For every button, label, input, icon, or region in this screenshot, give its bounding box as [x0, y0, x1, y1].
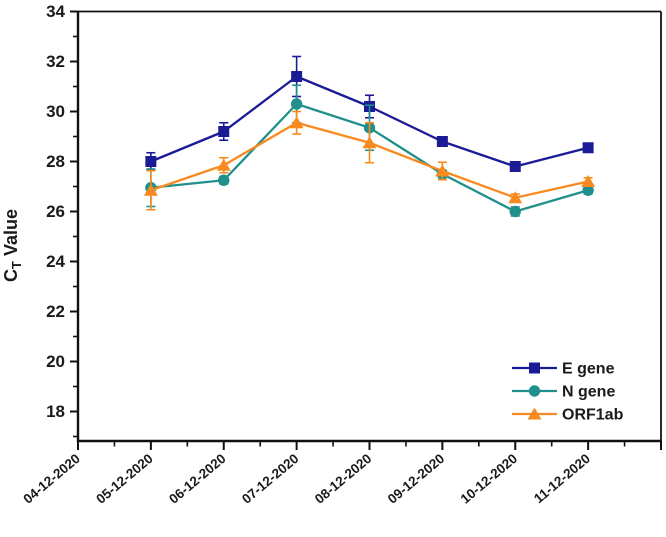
legend-item-n-gene: N gene — [512, 384, 615, 401]
legend-item-orf1ab: ORF1ab — [512, 407, 624, 424]
legend-label: E gene — [562, 361, 615, 378]
y-tick-label: 22 — [46, 302, 65, 321]
data-point-marker — [436, 136, 448, 147]
y-tick-label: 28 — [46, 152, 65, 171]
legend-label: N gene — [562, 384, 615, 401]
data-point-marker — [145, 156, 157, 167]
data-point-marker — [581, 175, 596, 187]
data-point-marker — [508, 191, 523, 204]
y-tick-label: 30 — [46, 102, 65, 121]
data-point-marker — [582, 142, 594, 154]
y-tick-label: 34 — [46, 2, 65, 21]
data-point-marker — [509, 161, 521, 172]
data-point-marker — [582, 184, 594, 196]
data-point-marker — [362, 136, 377, 149]
data-point-marker — [435, 164, 450, 177]
legend-marker — [529, 362, 540, 374]
data-point-marker — [289, 116, 304, 129]
data-point-marker — [218, 174, 230, 186]
legend-item-e-gene: E gene — [512, 361, 615, 378]
y-tick-label: 18 — [46, 402, 65, 421]
y-tick-label: 32 — [46, 52, 65, 71]
legend-marker — [527, 407, 542, 420]
legend: E gene N gene ORF1ab — [512, 361, 624, 424]
y-tick-label: 20 — [46, 352, 65, 371]
data-point-marker — [290, 98, 303, 110]
data-point-marker — [291, 71, 303, 82]
y-tick-label: 24 — [46, 252, 65, 271]
y-tick-label: 26 — [46, 202, 65, 221]
y-axis: 18 20 22 24 26 28 30 32 34 — [46, 2, 78, 438]
data-point-marker — [143, 183, 158, 196]
data-point-marker — [218, 126, 230, 137]
series-orf1ab — [143, 110, 596, 211]
y-axis-title: CT Value — [1, 209, 24, 282]
legend-label: ORF1ab — [562, 407, 624, 424]
data-point-marker — [509, 205, 521, 218]
data-point-marker — [216, 158, 231, 171]
legend-marker — [528, 385, 541, 397]
